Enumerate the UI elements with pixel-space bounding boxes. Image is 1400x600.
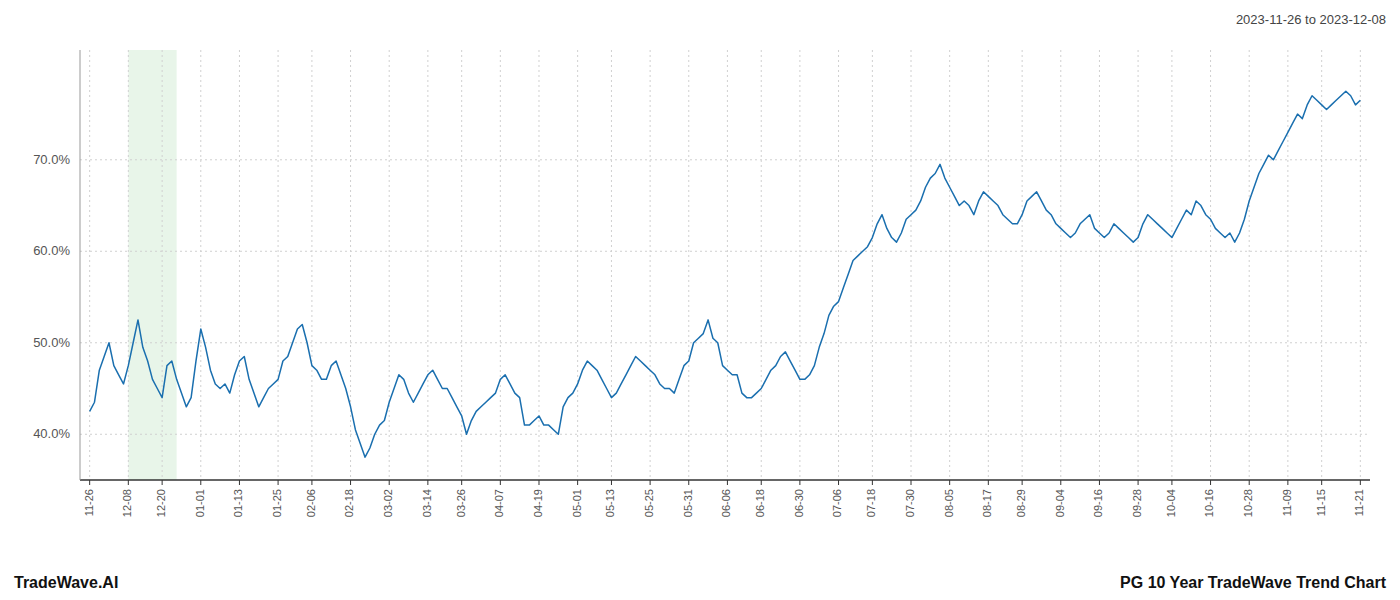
line — [90, 91, 1361, 457]
y-grid-line — [80, 159, 1370, 160]
x-grid-line — [389, 50, 390, 480]
x-tick-label: 07-30 — [904, 489, 916, 517]
x-tick-label: 10-28 — [1242, 489, 1254, 517]
x-grid-line — [128, 50, 129, 480]
x-tick-label: 06-18 — [754, 489, 766, 517]
x-tick-label: 08-29 — [1015, 489, 1027, 517]
x-grid-line — [1321, 50, 1322, 480]
x-tick-label: 03-02 — [382, 489, 394, 517]
x-grid-line — [1022, 50, 1023, 480]
chart: 40.0% 50.0% 60.0% 70.0% 11-26 12-08 12-20 01-01… — [0, 0, 1400, 600]
x-tick-label: 11-15 — [1315, 489, 1327, 516]
y-tick-label: 50.0% — [33, 335, 70, 350]
x-tick-label: 01-25 — [271, 489, 283, 517]
x-tick-label: 05-31 — [682, 489, 694, 517]
x-tick-label: 08-17 — [981, 489, 993, 517]
x-tick-label: 06-06 — [720, 489, 732, 517]
x-grid-line — [1287, 50, 1288, 480]
x-tick-label: 01-01 — [194, 489, 206, 517]
subtitle: 2023-11-26 to 2023-12-08 — [1236, 12, 1386, 27]
x-grid-line — [761, 50, 762, 480]
x-tick-label: 07-18 — [865, 489, 877, 517]
x-grid-line — [688, 50, 689, 480]
highlight-band — [128, 50, 176, 480]
x-tick-label: 09-16 — [1092, 489, 1104, 517]
x-grid-line — [1360, 50, 1361, 480]
grid — [80, 50, 1370, 480]
x-grid-line — [872, 50, 873, 480]
x-grid-line — [1249, 50, 1250, 480]
x-grid-line — [1171, 50, 1172, 480]
x-tick-label: 11-21 — [1353, 489, 1365, 516]
x-tick-label: 02-18 — [343, 489, 355, 517]
x-grid-line — [799, 50, 800, 480]
x-grid-line — [500, 50, 501, 480]
title: PG 10 Year TradeWave Trend Chart — [1120, 574, 1387, 591]
x-grid-line — [838, 50, 839, 480]
y-axis-line — [80, 50, 81, 480]
x-grid-line — [1099, 50, 1100, 480]
x-tick-label: 05-13 — [604, 489, 616, 517]
x-tick-label: 10-16 — [1203, 489, 1215, 517]
x-tick-label: 08-05 — [943, 489, 955, 517]
x-tick-label: 04-07 — [493, 489, 505, 517]
x-grid-line — [89, 50, 90, 480]
x-grid-line — [949, 50, 950, 480]
x-grid-line — [650, 50, 651, 480]
x-grid-line — [611, 50, 612, 480]
y-tick-label: 60.0% — [33, 243, 70, 258]
y-grid-line — [80, 251, 1370, 252]
y-tick-label: 40.0% — [33, 426, 70, 441]
x-tick-label: 03-14 — [421, 489, 433, 517]
x-tick-label: 12-20 — [155, 489, 167, 517]
annotation: TradeWave.AI — [14, 574, 118, 591]
x-tick-label: 03-26 — [455, 489, 467, 517]
series — [90, 91, 1361, 457]
x-tick-label: 12-08 — [121, 489, 133, 517]
x-grid-line — [727, 50, 728, 480]
x-grid-line — [200, 50, 201, 480]
x-grid-line — [1210, 50, 1211, 480]
x-tick-label: 05-25 — [643, 489, 655, 517]
x-grid-line — [577, 50, 578, 480]
x-grid-line — [278, 50, 279, 480]
x-tick-label: 05-01 — [571, 489, 583, 517]
x-grid-line — [239, 50, 240, 480]
axes: 40.0% 50.0% 60.0% 70.0% 11-26 12-08 12-20 01-01… — [33, 50, 1370, 517]
x-tick-label: 11-09 — [1281, 489, 1293, 516]
x-tick-label: 04-19 — [532, 489, 544, 517]
x-tick-label: 10-04 — [1165, 489, 1177, 517]
x-tick-label: 01-13 — [232, 489, 244, 517]
x-tick-label: 09-04 — [1054, 489, 1066, 517]
y-tick-label: 70.0% — [33, 152, 70, 167]
x-tick-label: 11-26 — [83, 489, 95, 516]
x-tick-label: 07-06 — [831, 489, 843, 517]
x-grid-line — [427, 50, 428, 480]
x-grid-line — [311, 50, 312, 480]
y-grid-line — [80, 434, 1370, 435]
x-tick-label: 02-06 — [305, 489, 317, 517]
x-grid-line — [1138, 50, 1139, 480]
x-grid-line — [162, 50, 163, 480]
y-grid-line — [80, 342, 1370, 343]
plot-area — [128, 50, 176, 480]
x-tick-label: 09-28 — [1131, 489, 1143, 517]
x-grid-line — [1060, 50, 1061, 480]
x-grid-line — [988, 50, 989, 480]
x-grid-line — [350, 50, 351, 480]
x-grid-line — [911, 50, 912, 480]
x-tick-label: 06-30 — [793, 489, 805, 517]
x-axis-line — [80, 479, 1370, 481]
